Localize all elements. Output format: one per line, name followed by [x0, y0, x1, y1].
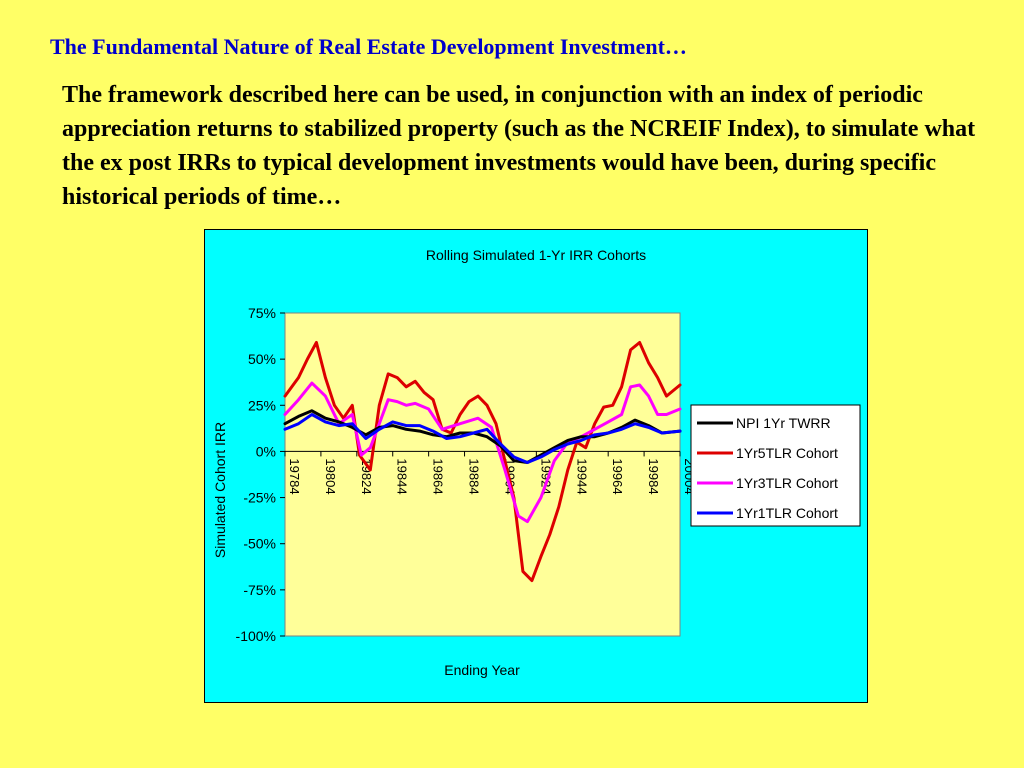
- y-axis-label: Simulated Cohort IRR: [212, 422, 228, 558]
- chart-panel: Rolling Simulated 1-Yr IRR Cohorts 75% 50…: [204, 229, 868, 703]
- x-tick-label: 19944: [574, 458, 589, 494]
- y-tick-label: -25%: [243, 490, 276, 506]
- y-tick-label: -75%: [243, 582, 276, 598]
- x-axis-label: Ending Year: [444, 662, 520, 678]
- y-tick-label: 75%: [248, 305, 276, 321]
- x-tick-label: 19864: [431, 458, 446, 494]
- x-tick-label: 19804: [323, 458, 338, 494]
- legend-label: 1Yr3TLR Cohort: [736, 475, 838, 491]
- x-tick-label: 19984: [646, 458, 661, 494]
- x-tick-label: 19964: [610, 458, 625, 494]
- slide-title: The Fundamental Nature of Real Estate De…: [50, 34, 687, 59]
- x-tick-label: 19784: [287, 458, 302, 494]
- legend-label: 1Yr1TLR Cohort: [736, 505, 838, 521]
- plot-area: [284, 312, 681, 637]
- y-tick-label: -100%: [236, 628, 276, 644]
- legend-label: 1Yr5TLR Cohort: [736, 445, 838, 461]
- x-tick-label: 19924: [538, 458, 553, 494]
- chart-title: Rolling Simulated 1-Yr IRR Cohorts: [426, 247, 646, 263]
- legend-items: NPI 1Yr TWRR 1Yr5TLR Cohort 1Yr3TLR Cohort…: [697, 415, 838, 521]
- series-line: [283, 381, 682, 524]
- y-axis: 75% 50% 25% 0% -25% -50% -75% -100%: [236, 305, 285, 644]
- x-tick-label: 19844: [395, 458, 410, 494]
- legend-label: NPI 1Yr TWRR: [736, 415, 831, 431]
- legend-box: [690, 404, 861, 527]
- slide-body-text: The framework described here can be used…: [62, 82, 976, 210]
- y-tick-label: 0%: [256, 443, 276, 459]
- legend: NPI 1Yr TWRR 1Yr5TLR Cohort 1Yr3TLR Cohort…: [690, 404, 861, 527]
- y-tick-label: 50%: [248, 351, 276, 367]
- y-tick-label: 25%: [248, 397, 276, 413]
- series-line: [283, 413, 682, 464]
- y-tick-label: -50%: [243, 536, 276, 552]
- series-layer: [283, 341, 682, 583]
- x-tick-label: 19884: [467, 458, 482, 494]
- line-chart: Rolling Simulated 1-Yr IRR Cohorts 75% 50…: [212, 247, 861, 678]
